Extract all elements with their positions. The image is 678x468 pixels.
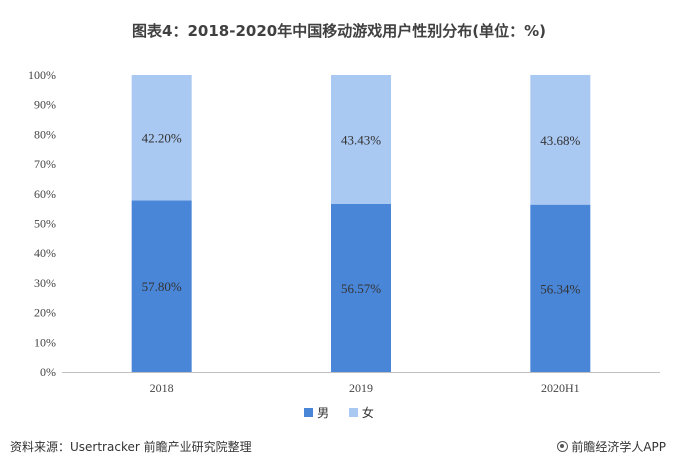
y-tick-label: 50% — [34, 217, 56, 231]
y-tick-label: 80% — [34, 127, 56, 141]
legend-label-male: 男 — [317, 406, 330, 420]
y-tick-label: 60% — [34, 187, 56, 201]
bar-segment-male-2020H1 — [530, 204, 591, 372]
data-label: 42.20% — [142, 131, 182, 146]
y-tick-label: 90% — [34, 98, 56, 112]
x-tick-label: 2019 — [349, 381, 373, 395]
legend-item-male: 男 — [304, 404, 329, 421]
bar-segment-female-2020H1 — [530, 74, 591, 205]
source-note: 资料来源：Usertracker 前瞻产业研究院整理 — [10, 440, 252, 454]
data-label: 57.80% — [142, 279, 182, 294]
y-tick-label: 20% — [34, 306, 56, 320]
chart-title: 图表4：2018-2020年中国移动游戏用户性别分布(单位：%) — [132, 22, 546, 40]
data-label: 56.57% — [341, 281, 381, 296]
bar-segment-female-2018 — [131, 75, 192, 201]
data-label: 43.68% — [540, 133, 580, 148]
bar-segment-male-2018 — [131, 200, 192, 372]
data-label: 56.34% — [540, 281, 580, 296]
legend-label-female: 女 — [361, 406, 374, 420]
x-tick-label: 2018 — [150, 381, 174, 395]
brand-credit: 前瞻经济学人APP — [557, 438, 666, 455]
y-tick-label: 100% — [28, 68, 56, 82]
legend-swatch-female — [348, 408, 358, 417]
bar-segment-male-2019 — [331, 203, 391, 372]
y-tick-label: 40% — [34, 246, 56, 260]
y-tick-label: 30% — [34, 276, 56, 290]
x-tick-label: 2020H1 — [541, 381, 580, 395]
legend-item-female: 女 — [348, 404, 374, 421]
legend-swatch-male — [304, 408, 314, 417]
y-tick-label: 70% — [34, 157, 56, 171]
bar-segment-female-2019 — [331, 75, 391, 204]
brand-logo-icon — [557, 441, 569, 452]
stacked-bar-chart: 0% 10% 20% 30% 40% 50% 60% 70% 80% 90% 100% 57.80% 4… — [28, 68, 660, 395]
legend: 男 女 — [0, 404, 678, 421]
data-label: 43.43% — [341, 132, 381, 147]
y-tick-label: 10% — [34, 335, 56, 349]
brand-name: 前瞻经济学人APP — [571, 440, 666, 454]
y-tick-label: 0% — [40, 365, 56, 379]
